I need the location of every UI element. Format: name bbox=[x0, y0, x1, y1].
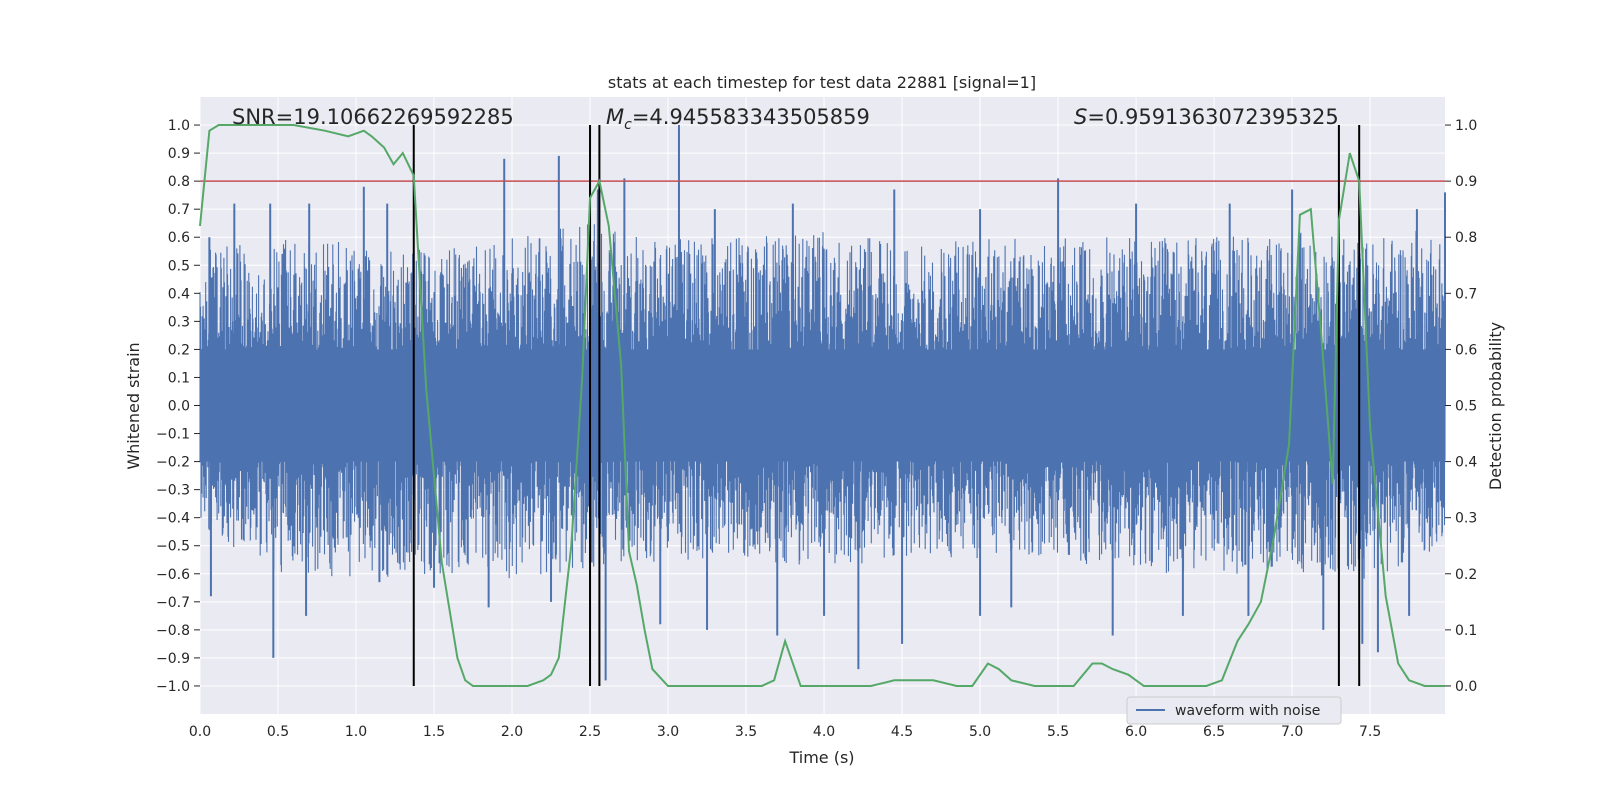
x-axis-ticks: 0.0 0.5 1.0 1.5 2.0 2.5 3.0 3.5 4.0 4.5 5.0 5.5 6.0 6… bbox=[189, 724, 1381, 740]
y-right-tick-label: 0.7 bbox=[1455, 286, 1477, 302]
y-left-tick-label: −0.9 bbox=[156, 651, 190, 667]
y-left-tick-label: 0.0 bbox=[168, 399, 190, 415]
y-right-tick-label: 0.9 bbox=[1455, 174, 1477, 190]
y-right-tick-label: 0.5 bbox=[1455, 399, 1477, 415]
legend-label: waveform with noise bbox=[1175, 703, 1320, 719]
waveform-series bbox=[199, 125, 1446, 681]
y-left-tick-label: 0.1 bbox=[168, 370, 190, 386]
y-axis-left-label: Whitened strain bbox=[124, 342, 143, 469]
y-left-tick-label: −1.0 bbox=[156, 679, 190, 695]
s-annotation: S=0.9591363072395325 bbox=[1074, 105, 1339, 129]
y-left-tick-label: −0.7 bbox=[156, 595, 190, 611]
y-axis-right-label: Detection probability bbox=[1486, 322, 1505, 490]
x-tick-label: 4.0 bbox=[813, 724, 835, 740]
chirp-mass-annotation: Mc=4.945583343505859 bbox=[606, 105, 870, 133]
x-tick-label: 2.0 bbox=[501, 724, 523, 740]
y-left-tick-label: 0.3 bbox=[168, 314, 190, 330]
chart-title: stats at each timestep for test data 228… bbox=[608, 73, 1036, 92]
y-right-tick-label: 1.0 bbox=[1455, 118, 1477, 134]
y-left-tick-label: −0.5 bbox=[156, 539, 190, 555]
y-left-tick-label: −0.3 bbox=[156, 483, 190, 499]
y-left-tick-label: −0.1 bbox=[156, 427, 190, 443]
x-tick-label: 1.5 bbox=[423, 724, 445, 740]
y-left-tick-label: −0.8 bbox=[156, 623, 190, 639]
y-left-tick-label: 0.4 bbox=[168, 286, 190, 302]
legend-box bbox=[1126, 696, 1342, 725]
x-tick-label: 3.5 bbox=[735, 724, 757, 740]
y-left-tick-label: 0.5 bbox=[168, 258, 190, 274]
snr-annotation: SNR=19.10662269592285 bbox=[232, 105, 514, 129]
x-tick-label: 3.0 bbox=[657, 724, 679, 740]
s-symbol: S bbox=[1074, 105, 1087, 129]
y-left-tick-label: 0.6 bbox=[168, 230, 190, 246]
x-tick-label: 7.5 bbox=[1359, 724, 1381, 740]
y-left-tick-label: −0.4 bbox=[156, 511, 190, 527]
x-tick-label: 1.0 bbox=[345, 724, 367, 740]
y-right-tick-label: 0.8 bbox=[1455, 230, 1477, 246]
y-right-tick-label: 0.4 bbox=[1455, 455, 1477, 471]
y-left-tick-label: −0.2 bbox=[156, 455, 190, 471]
legend: waveform with noise bbox=[1126, 696, 1342, 725]
y-right-tick-label: 0.2 bbox=[1455, 567, 1477, 583]
y-right-tick-label: 0.3 bbox=[1455, 511, 1477, 527]
y-right-tick-label: 0.6 bbox=[1455, 342, 1477, 358]
x-tick-label: 0.5 bbox=[267, 724, 289, 740]
x-tick-label: 6.5 bbox=[1203, 724, 1225, 740]
y-left-tick-label: 0.9 bbox=[168, 146, 190, 162]
y-axis-right-ticks: 1.0 0.9 0.8 0.7 0.6 0.5 0.4 0.3 0.2 0.1 0.0 bbox=[1445, 118, 1477, 695]
chirp-mass-value: =4.945583343505859 bbox=[632, 105, 870, 129]
x-tick-label: 2.5 bbox=[579, 724, 601, 740]
x-tick-label: 5.5 bbox=[1047, 724, 1069, 740]
y-axis-left-ticks: 1.0 0.9 0.8 0.7 0.6 0.5 0.4 0.3 0.2 0.1 0.0 −0.1 −0.… bbox=[156, 118, 200, 695]
y-left-tick-label: 0.7 bbox=[168, 202, 190, 218]
x-tick-label: 4.5 bbox=[891, 724, 913, 740]
x-tick-label: 6.0 bbox=[1125, 724, 1147, 740]
x-tick-label: 7.0 bbox=[1281, 724, 1303, 740]
y-left-tick-label: 0.2 bbox=[168, 342, 190, 358]
y-left-tick-label: 0.8 bbox=[168, 174, 190, 190]
x-tick-label: 5.0 bbox=[969, 724, 991, 740]
y-left-tick-label: −0.6 bbox=[156, 567, 190, 583]
x-axis-label: Time (s) bbox=[788, 748, 854, 767]
x-tick-label: 0.0 bbox=[189, 724, 211, 740]
chirp-mass-subscript: c bbox=[624, 117, 632, 133]
y-right-tick-label: 0.1 bbox=[1455, 623, 1477, 639]
y-right-tick-label: 0.0 bbox=[1455, 679, 1477, 695]
y-left-tick-label: 1.0 bbox=[168, 118, 190, 134]
chirp-mass-symbol: M bbox=[606, 105, 624, 129]
s-value: =0.9591363072395325 bbox=[1087, 105, 1338, 129]
detection-probability-line bbox=[199, 124, 1445, 687]
